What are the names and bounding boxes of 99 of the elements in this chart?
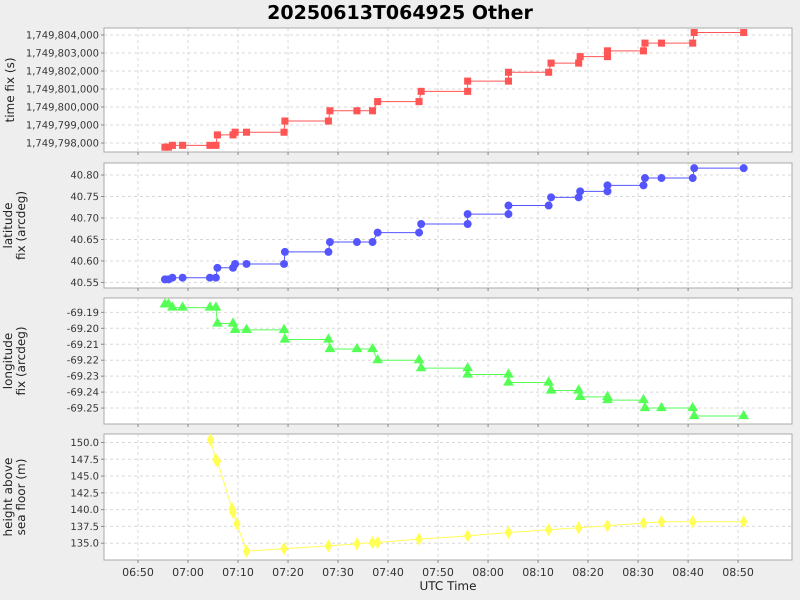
x-tick-label: 07:10 [222,566,254,579]
point [638,394,649,404]
y-tick-label: -69.25 [66,404,99,415]
point [503,376,514,386]
y-tick-label: 150.0 [70,438,99,449]
y-tick-label: -69.20 [66,324,99,335]
point [640,174,649,182]
y-tick-label: 1,749,804,000 [26,30,99,42]
point [178,274,187,282]
point [326,238,334,246]
point [241,324,252,333]
y-tick-label: 1,749,801,000 [26,84,99,96]
y-tick-label: 40.65 [70,234,99,246]
point [352,342,362,352]
point [242,260,251,268]
point [231,260,240,268]
y-tick-label: 40.80 [70,170,99,182]
point [212,274,220,282]
point [367,342,378,352]
y-tick-label: 40.75 [70,192,99,204]
point [688,174,697,182]
point [544,202,553,210]
point [280,333,290,343]
point [414,354,424,364]
x-tick-label: 08:50 [722,566,754,579]
point [280,260,288,268]
point [372,354,384,364]
chart-title: 20250613T064925 Other [267,2,534,24]
point [352,238,361,246]
y-tick-label: -69.21 [66,340,99,351]
point [417,220,426,228]
y-tick-label: 1,749,798,000 [26,138,99,150]
y-tick-label: 1,749,799,000 [26,120,99,132]
y-tick-label: 40.60 [70,256,99,268]
point [212,317,223,327]
point [168,274,176,282]
x-tick-label: 07:00 [172,566,204,579]
point [656,402,667,412]
point [368,238,377,246]
point [657,174,666,182]
y-axis-title: time fix (s) [3,57,17,123]
y-tick-label: 40.70 [70,213,99,224]
y-tick-label: 147.5 [70,454,99,466]
point [503,368,514,378]
x-tick-label: 08:30 [622,566,654,579]
y-tick-label: 137.5 [70,522,99,533]
point [374,228,382,237]
x-tick-label: 08:00 [472,566,504,579]
y-tick-label: 1,749,800,000 [26,102,99,114]
y-tick-label: 40.55 [70,278,99,289]
y-tick-label: 1,749,803,000 [26,48,99,60]
x-tick-label: 07:40 [372,566,404,579]
point [543,376,554,386]
point [324,248,332,256]
y-tick-label: 140.0 [70,505,99,516]
point [690,164,698,172]
y-tick-label: -69.22 [66,356,99,367]
x-axis-title: UTC Time [420,579,476,593]
point [210,301,222,311]
x-tick-label: 07:30 [322,566,354,579]
x-tick-label: 07:20 [272,566,304,579]
point [213,264,222,272]
point [576,187,584,196]
y-tick-label: -69.19 [66,308,99,319]
point [415,228,424,237]
point [738,410,750,420]
y-tick-label: 142.5 [70,488,99,500]
point [546,384,556,394]
point [464,210,472,218]
y-axis-title: latitude fix (arcdeg) [1,190,28,260]
point [547,193,556,202]
y-tick-label: -69.23 [66,372,99,383]
y-tick-label: 135.0 [70,538,99,550]
y-axis-title: longitude fix (arcdeg) [1,326,28,396]
point [603,181,612,190]
point [687,402,698,412]
y-tick-label: -69.24 [66,388,99,399]
point [688,410,700,420]
point [464,220,472,228]
point [504,202,512,210]
point [740,164,748,172]
y-axis-title: height above sea floor (m) [1,458,28,536]
point [177,301,188,311]
x-tick-label: 07:50 [422,566,454,579]
point [416,362,427,372]
point [504,210,512,218]
x-tick-label: 06:50 [122,566,154,579]
x-tick-label: 08:40 [672,566,704,579]
y-tick-label: 1,749,802,000 [26,66,99,78]
point [640,402,650,412]
x-tick-label: 08:20 [572,566,604,579]
point [278,324,290,333]
point [323,333,334,343]
point [167,301,178,311]
y-tick-label: 145.0 [70,472,99,483]
point [280,248,289,256]
point [324,342,336,352]
point [639,181,648,190]
x-tick-label: 08:10 [522,566,554,579]
